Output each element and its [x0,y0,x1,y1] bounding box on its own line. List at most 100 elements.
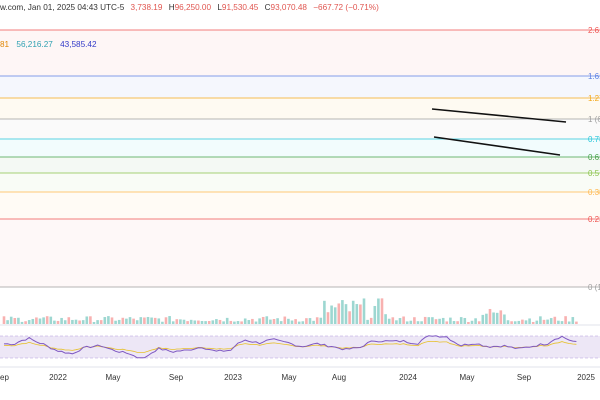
volume-bar [546,319,549,324]
volume-bar [402,316,405,324]
volume-bar [459,317,463,324]
volume-bar [524,320,528,324]
volume-bar [175,319,179,324]
volume-bar [24,321,27,324]
volume-bar [467,321,470,324]
volume-bar [31,318,35,324]
volume-bar [78,320,81,324]
volume-bar [290,320,294,324]
volume-bar [463,317,467,324]
rsi-pane [0,335,600,368]
x-axis-label: Sep [517,373,532,382]
volume-bar [510,321,513,324]
volume-bar [67,317,71,324]
open-value: 3,738.19 [130,3,163,12]
volume-bar [571,317,575,324]
volume-bar [204,321,207,324]
volume-bar [233,321,236,324]
volume-bar [74,319,78,324]
volume-bar [297,321,301,324]
volume-bar [283,316,287,324]
volume-bar [485,313,488,324]
fib-band [0,219,600,287]
volume-bar [373,305,377,324]
fib-level-label: 0.5 [588,169,600,178]
fib-band [0,76,600,98]
volume-bar [186,321,189,324]
volume-bar [218,319,222,324]
volume-bar [164,317,168,324]
volume-bar [125,318,128,324]
fib-band [0,173,600,192]
volume-bar [377,298,380,324]
trendlines[interactable] [431,108,567,156]
volume-bar [63,320,67,324]
volume-bar [362,298,366,324]
volume-bar [521,319,524,324]
volume-bar [150,317,153,324]
rsi-signal-line [3,340,577,353]
volume-bar [323,300,326,324]
volume-bar [477,321,481,324]
volume-bar [179,319,182,324]
volume-bar [193,320,197,324]
volume-bar [276,318,279,324]
time-axis: ep 2022 May Sep 2023 May Aug 2024 May Sep 2025 [0,373,595,382]
fib-level-label: 0.38 [588,188,600,197]
x-axis-label: Sep [169,373,184,382]
volume-bar [110,317,114,324]
volume-bar [189,319,193,324]
volume-bar [557,320,560,324]
x-axis-label: 2025 [577,373,595,382]
volume-bar [405,321,409,324]
volume-bar [337,303,341,324]
volume-bar [146,316,150,324]
high-label: H [168,3,175,12]
volume-bar [56,320,60,324]
rsi-line [3,335,577,359]
flag-upper-trendline [431,108,567,123]
volume-bar [168,316,171,324]
volume-bar [236,321,240,324]
volume-bar [427,317,431,324]
volume-bar [535,320,539,324]
volume-bar [528,318,531,324]
volume-bar [380,298,384,324]
volume-bar [215,319,218,324]
volume-bar [294,319,297,324]
volume-bar [81,320,85,324]
ma-value-orange: 81 [0,40,9,49]
volume-bar [513,321,517,324]
volume-bar [333,307,337,324]
volume-bar [99,320,103,324]
volume-bar [348,311,351,324]
fib-band [0,192,600,219]
volume-bar [495,312,499,324]
volume-bar [355,304,359,324]
volume-bar [445,321,449,324]
high-value: 96,250.00 [174,3,212,12]
volume-bar [387,318,391,324]
fib-level-label: 1.61 [588,72,600,81]
volume-bar [434,319,438,324]
volume-bar [143,317,146,324]
volume-bar [114,320,117,324]
volume-bar [492,312,495,324]
volume-bar [60,317,63,324]
volume-bar [503,314,506,324]
fib-level-label: 1.27 [588,94,600,103]
volume-bar [222,321,225,324]
x-axis-label: Aug [332,373,346,382]
volume-bar [161,321,164,324]
ma-value-cyan: 56,216.27 [16,40,52,49]
volume-bar [71,319,74,324]
x-axis-label: May [459,373,474,382]
volume-bar [96,320,99,324]
volume-bar [423,316,427,324]
fib-band [0,157,600,173]
fib-level-label: 2.61 [588,26,600,35]
volume-bar [301,321,305,324]
volume-bar [225,317,229,324]
